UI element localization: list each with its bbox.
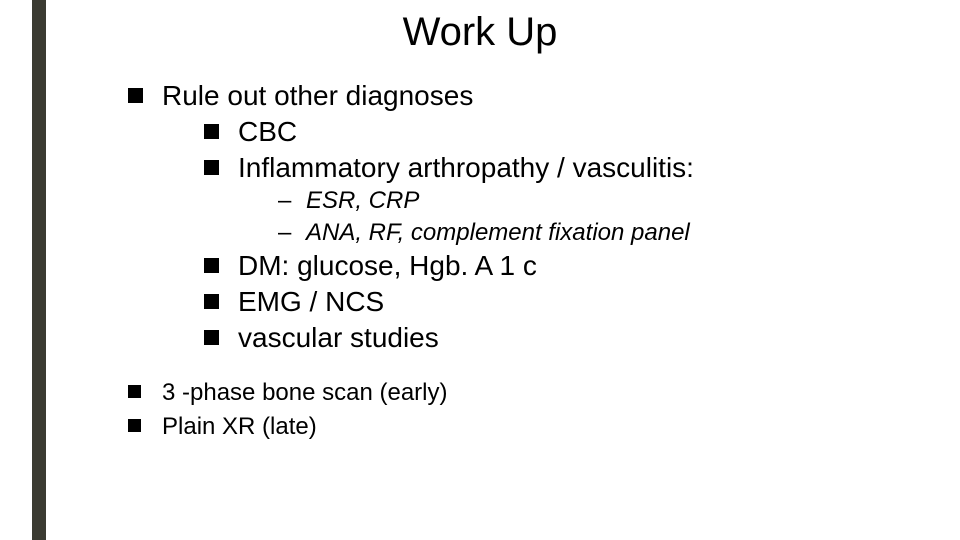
square-bullet-icon xyxy=(204,160,219,175)
accent-bar xyxy=(32,0,46,540)
square-bullet-icon xyxy=(204,124,219,139)
slide: Work Up Rule out other diagnoses CBC Inf… xyxy=(0,0,960,540)
square-bullet-icon xyxy=(204,294,219,309)
bullet-l2: CBC xyxy=(204,114,928,150)
square-bullet-icon xyxy=(128,385,141,398)
bullet-text: DM: glucose, Hgb. A 1 c xyxy=(238,250,537,281)
bullet-l3: ANA, RF, complement fixation panel xyxy=(278,217,928,248)
bullet-text: Rule out other diagnoses xyxy=(162,80,473,111)
bullet-l2: Inflammatory arthropathy / vasculitis: E… xyxy=(204,150,928,248)
bullet-l2: EMG / NCS xyxy=(204,284,928,320)
bullet-l2: DM: glucose, Hgb. A 1 c xyxy=(204,248,928,284)
slide-content: Rule out other diagnoses CBC Inflammator… xyxy=(128,78,928,442)
slide-title: Work Up xyxy=(0,10,960,55)
bullet-text: ESR, CRP xyxy=(306,187,419,214)
bullet-text: vascular studies xyxy=(238,322,439,353)
bullet-l1: Plain XR (late) xyxy=(128,411,928,442)
bullet-text: Plain XR (late) xyxy=(162,413,317,440)
bullet-text: 3 -phase bone scan (early) xyxy=(162,379,448,406)
bullet-l3: ESR, CRP xyxy=(278,185,928,216)
bullet-text: CBC xyxy=(238,116,297,147)
bullet-text: Inflammatory arthropathy / vasculitis: xyxy=(238,152,694,183)
bullet-l1: Rule out other diagnoses CBC Inflammator… xyxy=(128,78,928,355)
bullet-text: ANA, RF, complement fixation panel xyxy=(306,219,690,246)
square-bullet-icon xyxy=(128,88,143,103)
square-bullet-icon xyxy=(128,419,141,432)
square-bullet-icon xyxy=(204,258,219,273)
bullet-l2: vascular studies xyxy=(204,320,928,356)
bullet-text: EMG / NCS xyxy=(238,286,384,317)
square-bullet-icon xyxy=(204,330,219,345)
bullet-l1: 3 -phase bone scan (early) xyxy=(128,377,928,408)
